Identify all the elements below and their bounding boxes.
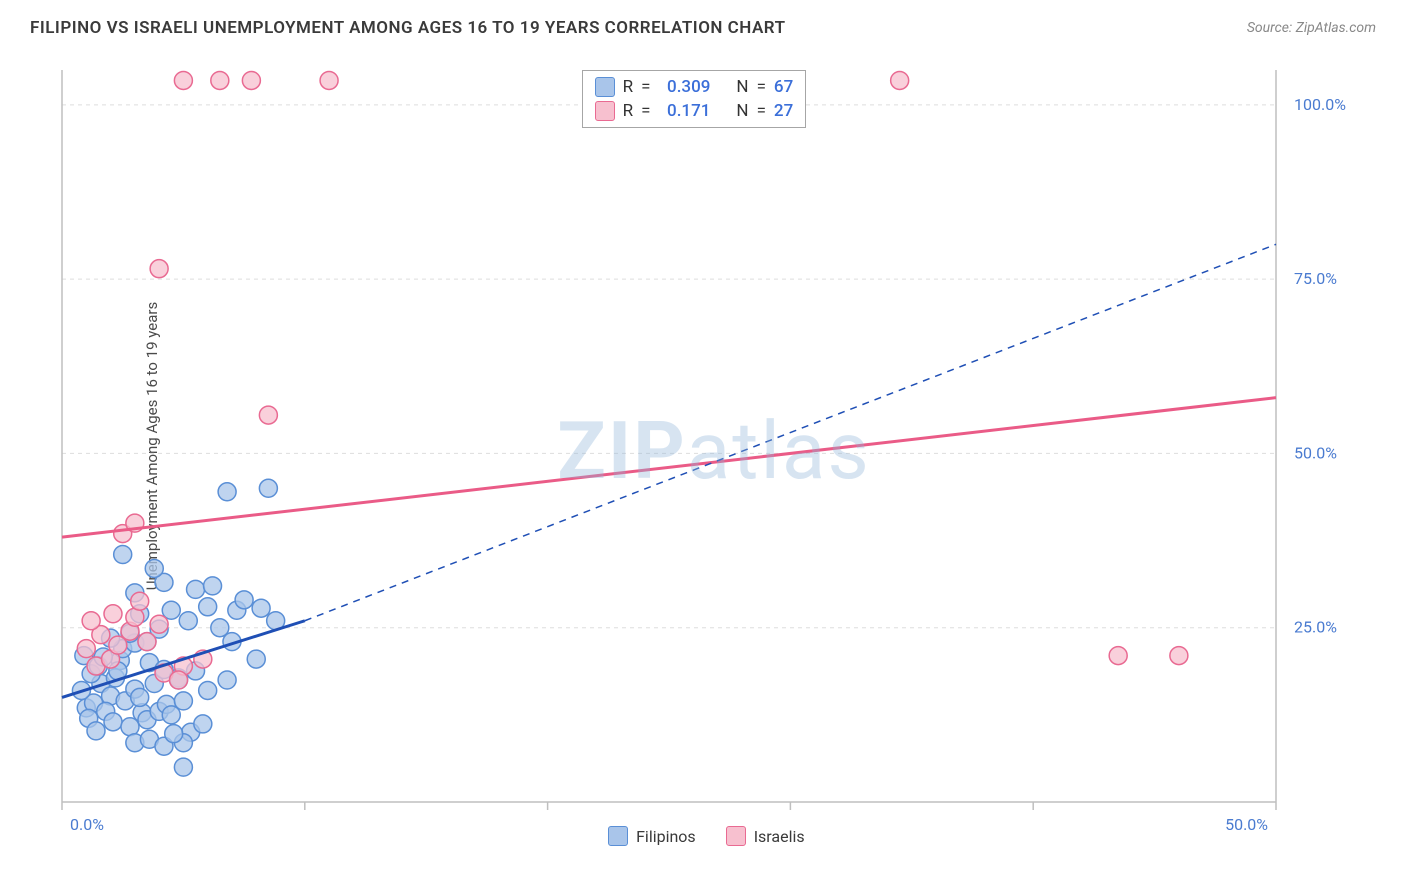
swatch-israelis [595,101,615,121]
n-value-filipinos: 67 [774,77,793,97]
r-label: R [623,101,633,121]
legend-swatch-israelis [726,826,746,846]
r-value-filipinos: 0.309 [658,77,710,97]
stats-legend: R = 0.309 N = 67 R = 0.171 N = 27 [582,70,807,128]
series-legend: Filipinos Israelis [608,826,805,846]
legend-swatch-filipinos [608,826,628,846]
eq-sign: = [641,77,650,97]
stats-row-filipinos: R = 0.309 N = 67 [595,77,794,97]
legend-item-filipinos: Filipinos [608,826,696,846]
legend-item-israelis: Israelis [726,826,805,846]
eq-sign: = [757,101,766,121]
swatch-filipinos [595,77,615,97]
chart-title: FILIPINO VS ISRAELI UNEMPLOYMENT AMONG A… [30,18,786,38]
legend-label-filipinos: Filipinos [636,827,696,846]
n-value-israelis: 27 [774,101,793,121]
n-label: N [736,77,748,97]
r-label: R [623,77,633,97]
chart-source: Source: ZipAtlas.com [1247,20,1376,36]
r-value-israelis: 0.171 [658,101,710,121]
n-label: N [736,101,748,121]
svg-text:0.0%: 0.0% [70,815,104,834]
svg-text:50.0%: 50.0% [1294,443,1337,462]
svg-text:50.0%: 50.0% [1225,815,1268,834]
stats-row-israelis: R = 0.171 N = 27 [595,101,794,121]
plot-area: 25.0%50.0%75.0%100.0%0.0%50.0% ZIPatlas … [52,60,1376,842]
svg-text:25.0%: 25.0% [1294,618,1337,637]
chart-svg: 25.0% 50.0% 75.0% 100.0% 0.0% 50.0% [52,60,1376,842]
eq-sign: = [757,77,766,97]
legend-label-israelis: Israelis [754,827,805,846]
svg-text:75.0%: 75.0% [1294,269,1337,288]
svg-text:100.0%: 100.0% [1294,95,1346,114]
eq-sign: = [641,101,650,121]
